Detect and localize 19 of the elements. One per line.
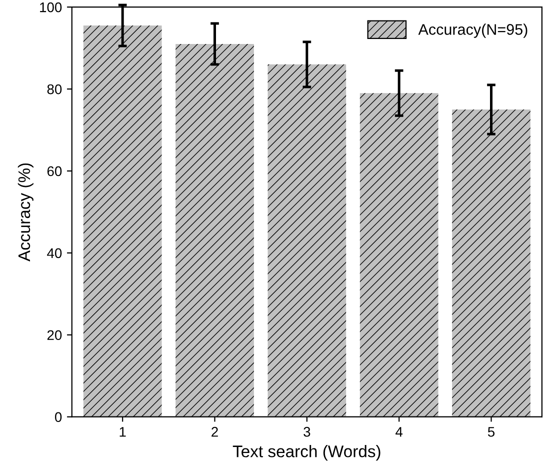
y-tick-label: 20 bbox=[47, 330, 62, 340]
y-tick-label: 100 bbox=[40, 2, 62, 12]
y-tick-label: 80 bbox=[47, 84, 62, 94]
bar bbox=[176, 44, 254, 417]
legend-label: Accuracy(N=95) bbox=[418, 24, 528, 38]
bar bbox=[83, 26, 162, 417]
y-tick-label: 40 bbox=[47, 248, 62, 258]
x-tick-label: 3 bbox=[304, 426, 310, 437]
y-tick-label: 0 bbox=[54, 412, 62, 422]
x-tick-label: 4 bbox=[396, 427, 403, 437]
x-tick-label: 2 bbox=[212, 426, 218, 437]
x-tick-label: 5 bbox=[488, 427, 495, 437]
x-axis-title: Text search (Words) bbox=[232, 445, 380, 461]
y-axis-title: Accuracy (%) bbox=[18, 163, 34, 262]
bar bbox=[360, 93, 438, 417]
y-tick-label: 60 bbox=[47, 166, 62, 176]
bar bbox=[452, 110, 530, 417]
bar bbox=[268, 64, 346, 417]
x-tick-label: 1 bbox=[120, 427, 126, 437]
